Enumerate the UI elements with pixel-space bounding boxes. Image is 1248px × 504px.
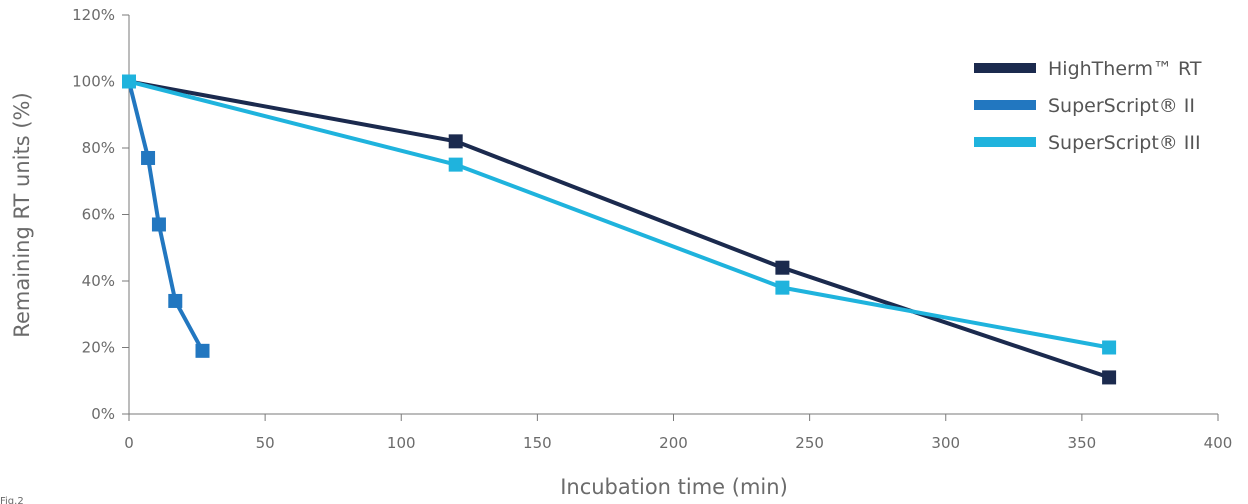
- legend-swatch: [974, 63, 1036, 73]
- legend-swatch: [974, 137, 1036, 147]
- data-point-hightherm-rt: [448, 134, 463, 149]
- series-line-superscript-ii: [127, 81, 205, 352]
- x-tick-label: 200: [659, 434, 688, 452]
- series-layer: [122, 74, 1117, 385]
- data-point-hightherm-rt: [775, 260, 790, 275]
- y-tick-label: 40%: [82, 272, 115, 290]
- x-tick-label: 400: [1204, 434, 1233, 452]
- data-point-superscript-iii: [775, 280, 790, 295]
- series-line-superscript-iii: [128, 79, 1110, 350]
- x-tick-label: 150: [523, 434, 552, 452]
- x-axis-title: Incubation time (min): [560, 475, 788, 499]
- legend: HighTherm™ RT SuperScript® II SuperScript®…: [974, 58, 1202, 154]
- y-axis-title: Remaining RT units (%): [10, 92, 34, 337]
- y-tick-label: 20%: [82, 339, 115, 357]
- x-tick-label: 350: [1068, 434, 1097, 452]
- legend-label: SuperScript® II: [1048, 95, 1195, 117]
- y-ticks: 0% 20% 40% 60% 80% 100% 120%: [72, 6, 129, 423]
- x-tick-label: 0: [124, 434, 134, 452]
- y-tick-label: 0%: [91, 405, 115, 423]
- data-point-superscript-ii: [151, 217, 166, 232]
- data-point-superscript-ii: [168, 293, 183, 308]
- data-point-superscript-iii: [1102, 340, 1117, 355]
- data-point-superscript-iii: [122, 74, 136, 89]
- legend-label: SuperScript® III: [1048, 132, 1201, 154]
- data-point-superscript-iii: [448, 157, 463, 172]
- data-point-hightherm-rt: [1102, 370, 1117, 385]
- data-point-superscript-ii: [195, 343, 210, 358]
- y-tick-label: 60%: [82, 206, 115, 224]
- y-tick-label: 120%: [72, 6, 115, 24]
- legend-label: HighTherm™ RT: [1048, 58, 1202, 80]
- legend-swatch: [974, 100, 1036, 110]
- x-tick-label: 100: [387, 434, 416, 452]
- figure-label: Fig.2: [0, 496, 24, 504]
- x-tick-label: 250: [795, 434, 824, 452]
- y-tick-label: 100%: [72, 73, 115, 91]
- data-point-superscript-ii: [141, 150, 156, 165]
- series-line-hightherm-rt: [128, 79, 1110, 380]
- x-tick-label: 300: [931, 434, 960, 452]
- x-tick-label: 50: [256, 434, 275, 452]
- y-tick-label: 80%: [82, 139, 115, 157]
- x-ticks: 0 50 100 150 200 250 300 350 400: [124, 414, 1232, 452]
